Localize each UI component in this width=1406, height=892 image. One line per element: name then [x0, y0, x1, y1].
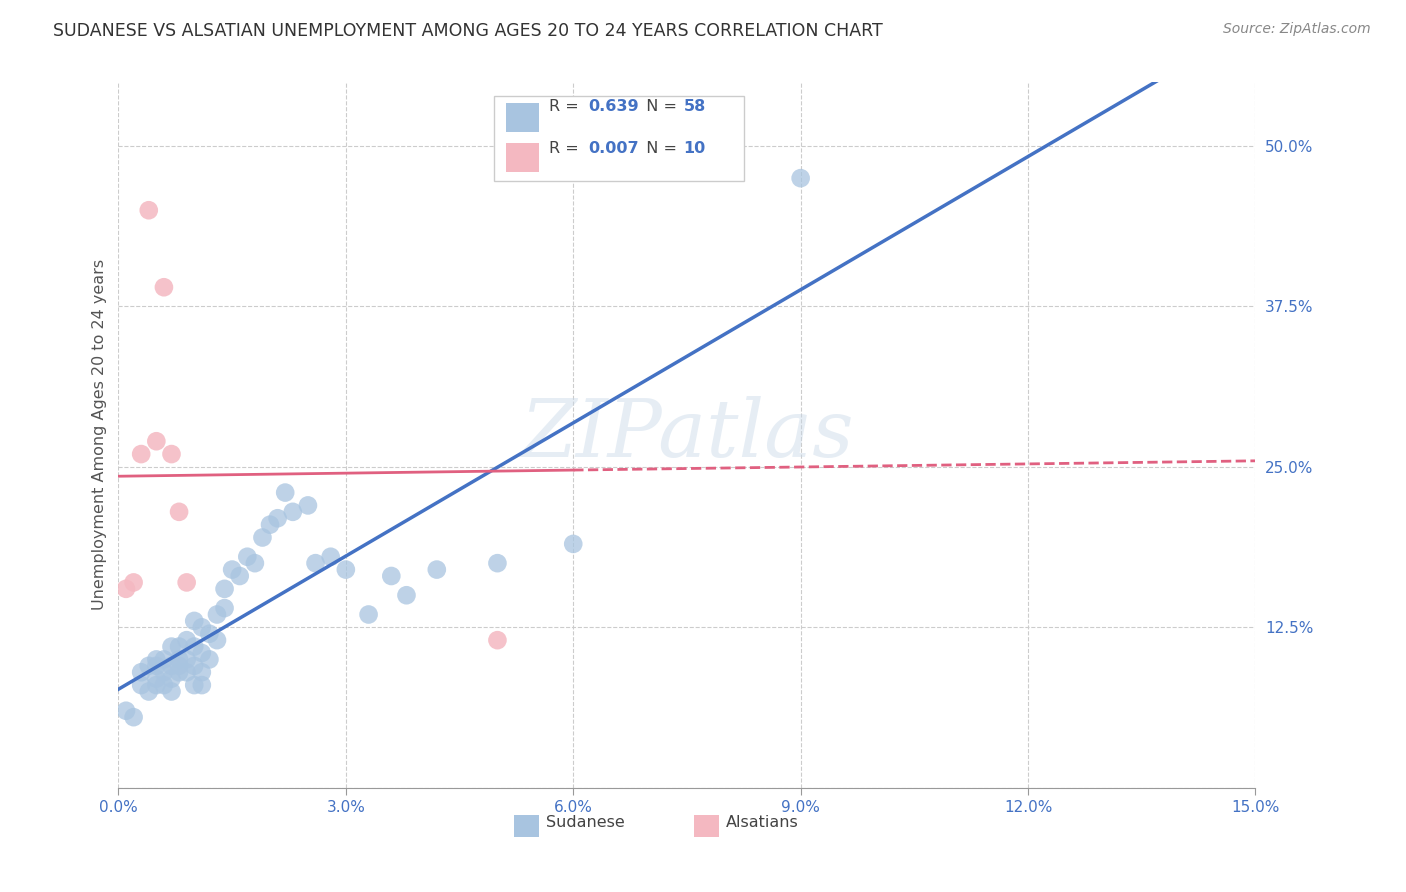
Point [160, 672, 183, 686]
Point [122, 575, 145, 590]
Point [183, 658, 205, 673]
Point [138, 658, 160, 673]
Point [160, 640, 183, 654]
Point [176, 665, 198, 680]
Point [191, 665, 214, 680]
Point [198, 652, 221, 666]
Point [562, 537, 585, 551]
Text: Alsatians: Alsatians [727, 814, 799, 830]
Point [183, 678, 205, 692]
Point [129, 665, 152, 680]
Point [214, 582, 236, 596]
Text: 58: 58 [683, 99, 706, 114]
Point [176, 575, 198, 590]
Point [183, 614, 205, 628]
Text: N =: N = [636, 141, 682, 155]
Text: ZIPatlas: ZIPatlas [520, 396, 853, 474]
Point [191, 646, 214, 660]
Text: R =: R = [548, 99, 583, 114]
Point [304, 556, 326, 570]
Point [191, 620, 214, 634]
Point [243, 556, 266, 570]
Point [281, 505, 304, 519]
Text: Source: ZipAtlas.com: Source: ZipAtlas.com [1223, 22, 1371, 37]
Point [205, 607, 228, 622]
Point [145, 652, 167, 666]
Point [115, 582, 138, 596]
Point [129, 678, 152, 692]
Point [198, 626, 221, 640]
Point [160, 658, 183, 673]
Point [153, 678, 176, 692]
Point [789, 171, 811, 186]
Point [395, 588, 418, 602]
Point [176, 633, 198, 648]
Point [205, 633, 228, 648]
Point [145, 658, 167, 673]
Point [153, 652, 176, 666]
Text: SUDANESE VS ALSATIAN UNEMPLOYMENT AMONG AGES 20 TO 24 YEARS CORRELATION CHART: SUDANESE VS ALSATIAN UNEMPLOYMENT AMONG … [53, 22, 883, 40]
Y-axis label: Unemployment Among Ages 20 to 24 years: Unemployment Among Ages 20 to 24 years [93, 260, 107, 610]
Point [252, 531, 274, 545]
Point [167, 505, 190, 519]
Point [426, 563, 449, 577]
Text: R =: R = [548, 141, 583, 155]
Point [176, 652, 198, 666]
Point [214, 601, 236, 615]
Point [167, 665, 190, 680]
Point [138, 203, 160, 218]
Point [221, 563, 243, 577]
Point [380, 569, 402, 583]
Point [145, 672, 167, 686]
Point [129, 447, 152, 461]
Point [335, 563, 357, 577]
Point [167, 640, 190, 654]
Point [160, 447, 183, 461]
Point [486, 633, 509, 648]
Point [153, 665, 176, 680]
Point [160, 684, 183, 698]
Point [167, 652, 190, 666]
Point [138, 684, 160, 698]
Point [167, 658, 190, 673]
Point [122, 710, 145, 724]
Text: 10: 10 [683, 141, 706, 155]
Text: Sudanese: Sudanese [547, 814, 626, 830]
Point [297, 499, 319, 513]
Point [357, 607, 380, 622]
Point [228, 569, 250, 583]
Point [191, 678, 214, 692]
Text: 0.007: 0.007 [588, 141, 638, 155]
Point [153, 280, 176, 294]
Point [274, 485, 297, 500]
Point [319, 549, 342, 564]
Point [259, 517, 281, 532]
Point [183, 640, 205, 654]
Point [236, 549, 259, 564]
Point [145, 678, 167, 692]
Point [115, 704, 138, 718]
Text: 0.639: 0.639 [588, 99, 638, 114]
Point [145, 434, 167, 449]
Text: N =: N = [636, 99, 682, 114]
Point [266, 511, 288, 525]
Point [486, 556, 509, 570]
